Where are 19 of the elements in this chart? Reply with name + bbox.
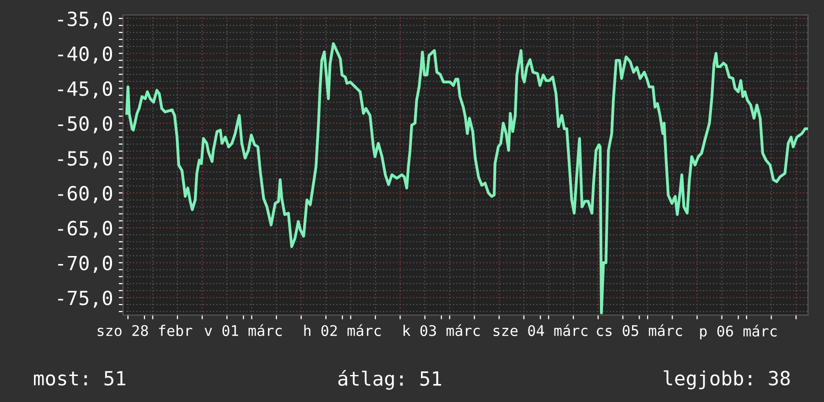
text: átlag: 51	[338, 370, 442, 390]
y-tick-label: -70,0	[58, 256, 112, 273]
y-tick-label: -75,0	[58, 290, 112, 308]
x-tick-label: cs 05 márc	[596, 324, 682, 336]
x-tick-label: h 02 márc	[304, 324, 381, 336]
x-tick-label: p 06 márc	[700, 324, 777, 340]
y-tick-label: -50,0	[58, 116, 112, 134]
x-tick-label: szo 28 febr	[98, 324, 192, 336]
text: most: 51	[34, 371, 126, 386]
y-tick-label: -55,0	[58, 151, 112, 168]
y-tick-label: -40,0	[58, 46, 112, 64]
y-tick-label: -60,0	[58, 186, 112, 204]
text: legjobb: 38	[664, 370, 790, 390]
y-tick-label: -35,0	[58, 11, 112, 29]
x-tick-label: k 03 márc	[404, 324, 480, 336]
y-tick-label: -65,0	[58, 220, 112, 238]
x-tick-label: sze 04 márc	[494, 324, 588, 336]
x-tick-label: v 01 márc	[204, 324, 282, 336]
y-tick-label: -45,0	[58, 81, 112, 98]
